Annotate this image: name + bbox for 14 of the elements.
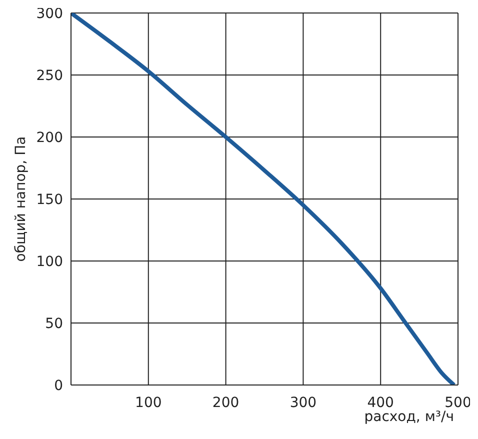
y-tick-label: 50 bbox=[45, 316, 63, 332]
y-tick-label: 150 bbox=[36, 192, 63, 208]
y-tick-label: 250 bbox=[36, 68, 63, 84]
x-tick-label: 200 bbox=[212, 394, 240, 411]
x-tick-label: 500 bbox=[444, 394, 472, 411]
y-axis-title: общий напор, Па bbox=[12, 136, 29, 262]
line-series bbox=[71, 13, 456, 385]
x-tick-label: 300 bbox=[290, 394, 317, 411]
y-tick-label: 0 bbox=[54, 378, 63, 394]
x-tick-label: 100 bbox=[135, 394, 162, 411]
y-tick-label: 100 bbox=[36, 254, 63, 270]
x-axis-title: расход, м³/ч bbox=[364, 409, 454, 425]
y-tick-label: 200 bbox=[36, 130, 63, 146]
x-tick-label: 400 bbox=[367, 394, 394, 411]
